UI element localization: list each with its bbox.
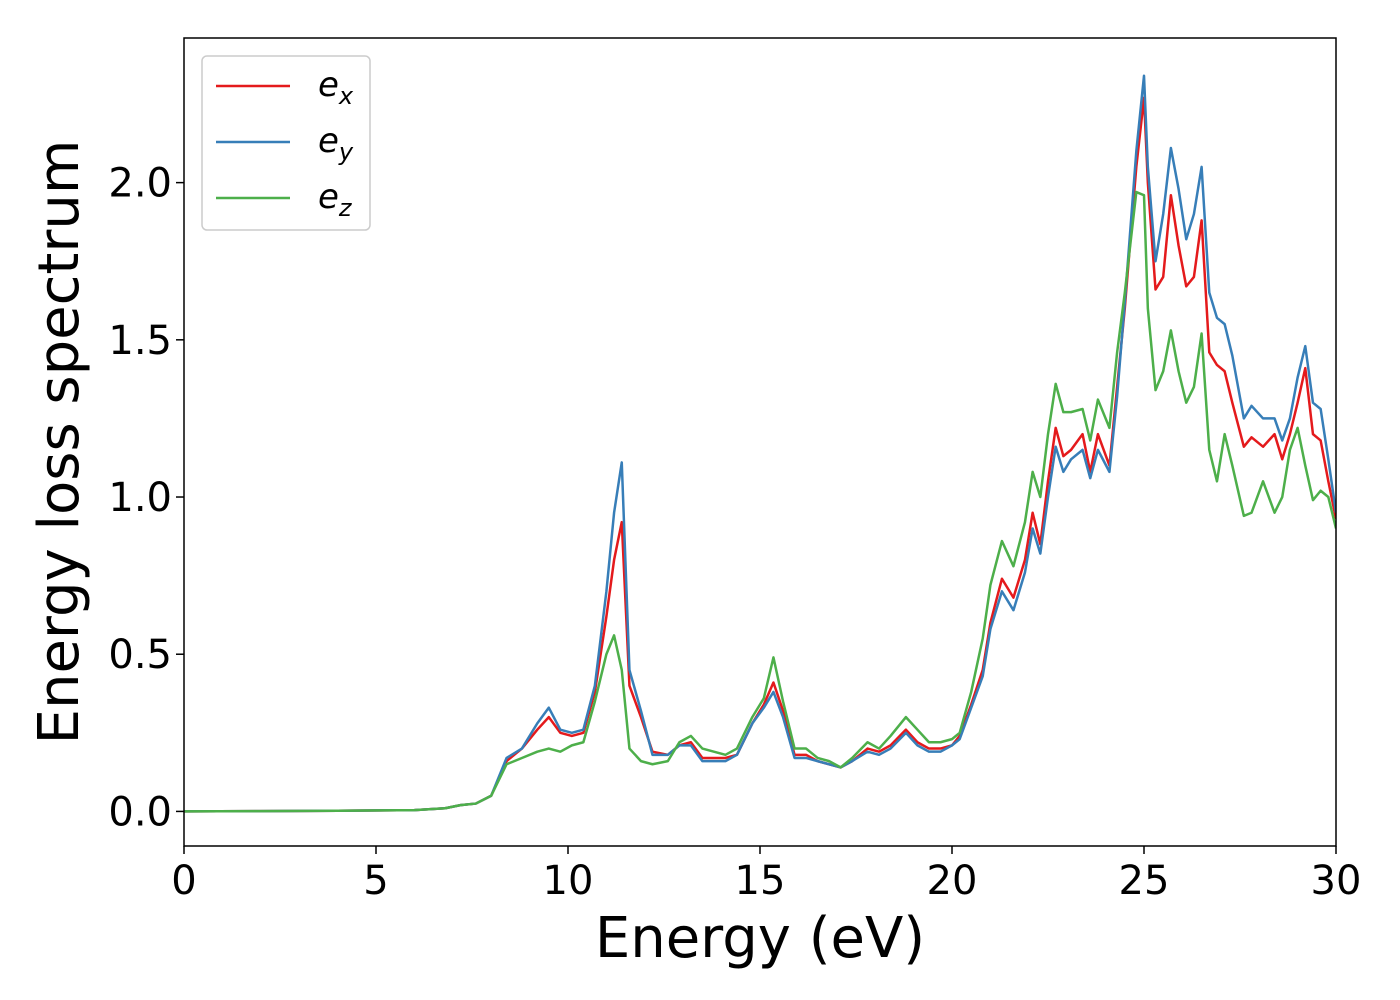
y-tick-label: 1.0 — [108, 475, 172, 521]
y-tick-label: 1.5 — [108, 318, 172, 364]
legend: ex ey ez — [201, 55, 371, 231]
y-tick-label: 0.0 — [108, 789, 172, 835]
legend-label: ez — [318, 177, 353, 222]
y-tick-label: 2.0 — [108, 161, 172, 207]
x-tick-label: 15 — [735, 858, 786, 904]
x-tick-label: 25 — [1119, 858, 1170, 904]
x-tick-label: 0 — [171, 858, 196, 904]
x-tick-label: 30 — [1311, 858, 1362, 904]
x-tick-label: 5 — [363, 858, 388, 904]
legend-label: ey — [318, 121, 354, 166]
series-line-ez — [184, 190, 1336, 813]
plot-lines — [184, 74, 1336, 813]
y-tick-label: 0.5 — [108, 632, 172, 678]
x-tick-label: 10 — [543, 858, 594, 904]
x-axis-label: Energy (eV) — [595, 906, 925, 971]
y-axis: 0.0 0.5 1.0 1.5 2.0 — [108, 161, 184, 835]
series-line-ey — [184, 74, 1336, 813]
y-axis-label: Energy loss spectrum — [27, 140, 92, 745]
x-tick-label: 20 — [927, 858, 978, 904]
legend-label: ex — [318, 65, 354, 110]
x-axis: 0 5 10 15 20 25 30 — [171, 846, 1361, 904]
